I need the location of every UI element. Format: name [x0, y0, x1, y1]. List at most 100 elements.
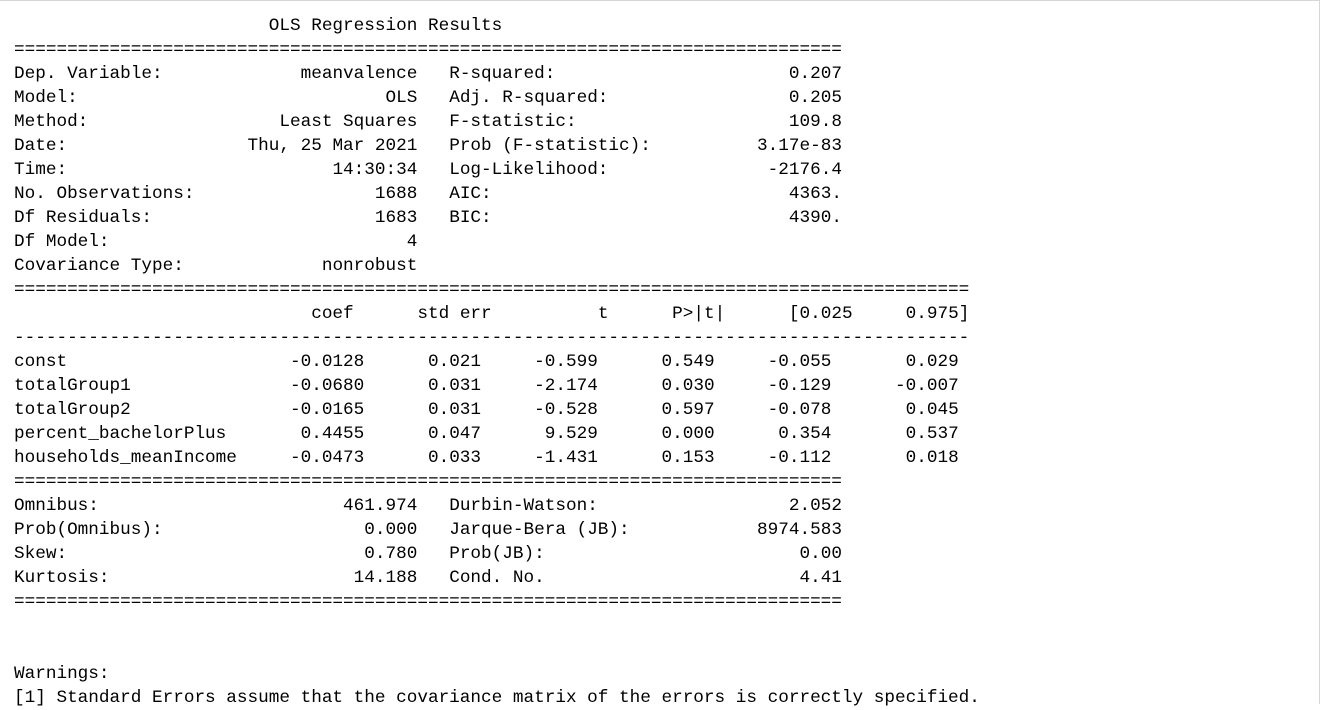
header-left-value: Least Squares	[226, 112, 418, 132]
header-left-label: Model:	[14, 88, 227, 108]
coef-value: -0.007	[831, 376, 959, 396]
output-frame-top-border	[0, 0, 1320, 1]
diagnostic-right-value: 2.052	[661, 496, 842, 516]
coef-value: 0.029	[831, 352, 959, 372]
column-gap	[417, 88, 449, 108]
coef-value: 0.047	[364, 424, 482, 444]
column-gap	[417, 160, 449, 180]
coef-row: households_meanIncome -0.0473 0.033 -1.4…	[14, 446, 980, 470]
coef-column-header: t	[491, 304, 609, 324]
diagnostic-row: Skew: 0.780 Prob(JB): 0.00	[14, 542, 980, 566]
coef-value: 0.000	[597, 424, 715, 444]
coef-value: -0.0680	[279, 376, 365, 396]
header-row: No. Observations: 1688 AIC: 4363.	[14, 182, 980, 206]
column-gap	[417, 136, 449, 156]
coef-column-header: [0.025	[788, 304, 853, 324]
title-padding	[14, 16, 269, 36]
ols-summary-output: OLS Regression Results ==================…	[14, 14, 980, 710]
coef-value: 0.018	[831, 448, 959, 468]
header-right-label: Adj. R-squared:	[449, 88, 662, 108]
header-row: Model: OLS Adj. R-squared: 0.205	[14, 86, 980, 110]
coef-row: percent_bachelorPlus 0.4455 0.047 9.529 …	[14, 422, 980, 446]
diagnostic-left-value: 0.780	[226, 544, 418, 564]
coef-variable-name: percent_bachelorPlus	[14, 424, 280, 444]
coef-value: -0.078	[714, 400, 832, 420]
coef-column-header: P>|t|	[608, 304, 726, 324]
diagnostic-row: Prob(Omnibus): 0.000 Jarque-Bera (JB): 8…	[14, 518, 980, 542]
coef-column-header: 0.975]	[852, 304, 970, 324]
header-right-value: -2176.4	[661, 160, 842, 180]
separator-diagnostic-bottom: ========================================…	[14, 592, 842, 612]
coef-value: 0.354	[714, 424, 832, 444]
diagnostic-right-label: Prob(JB):	[449, 544, 662, 564]
coef-value: 0.597	[597, 400, 715, 420]
header-right-value	[662, 232, 842, 252]
header-row: Df Model: 4	[14, 230, 980, 254]
column-gap	[417, 544, 449, 564]
diagnostic-left-value: 461.974	[226, 496, 418, 516]
header-left-label: Dep. Variable:	[14, 64, 227, 84]
title-line: OLS Regression Results	[14, 14, 980, 38]
coef-value: 0.030	[597, 376, 715, 396]
header-right-label: BIC:	[449, 208, 662, 228]
header-right-label: Log-Likelihood:	[449, 160, 662, 180]
column-gap	[364, 304, 417, 324]
column-gap	[417, 112, 449, 132]
coef-variable-name: totalGroup2	[14, 400, 280, 420]
blank-line	[14, 614, 980, 638]
header-right-value	[662, 256, 842, 276]
header-left-label: Df Model:	[14, 232, 227, 252]
diagnostic-left-label: Kurtosis:	[14, 568, 227, 588]
coef-name-column-spacer	[14, 304, 311, 324]
summary-title: OLS Regression Results	[268, 16, 503, 36]
coef-value: 0.031	[364, 376, 482, 396]
column-gap	[417, 232, 449, 252]
diagnostic-right-value: 4.41	[661, 568, 842, 588]
separator-header-top: ========================================…	[14, 40, 842, 60]
header-right-label	[449, 232, 661, 252]
separator-coef-top: ========================================…	[14, 280, 970, 300]
header-left-value: 1688	[226, 184, 418, 204]
column-gap	[417, 64, 449, 84]
coef-row: totalGroup2 -0.0165 0.031 -0.528 0.597 -…	[14, 398, 980, 422]
diagnostic-right-label: Durbin-Watson:	[449, 496, 662, 516]
diagnostic-left-label: Skew:	[14, 544, 227, 564]
separator-coef-header: ----------------------------------------…	[14, 328, 970, 348]
coef-value: -0.112	[714, 448, 832, 468]
header-row: Covariance Type: nonrobust	[14, 254, 980, 278]
diagnostic-right-label: Cond. No.	[449, 568, 662, 588]
column-gap	[417, 208, 449, 228]
header-left-label: Method:	[14, 112, 227, 132]
header-right-value: 0.207	[661, 64, 842, 84]
header-left-value: nonrobust	[226, 256, 418, 276]
coef-variable-name: households_meanIncome	[14, 448, 280, 468]
header-row: Date: Thu, 25 Mar 2021 Prob (F-statistic…	[14, 134, 980, 158]
header-left-label: Date:	[14, 136, 227, 156]
coef-row: totalGroup1 -0.0680 0.031 -2.174 0.030 -…	[14, 374, 980, 398]
coef-value: 0.153	[597, 448, 715, 468]
header-left-value: meanvalence	[226, 64, 418, 84]
coef-value: -0.0128	[279, 352, 365, 372]
header-right-label: Prob (F-statistic):	[449, 136, 662, 156]
header-left-label: Time:	[14, 160, 227, 180]
coef-value: 9.529	[481, 424, 598, 444]
coef-value: -1.431	[481, 448, 598, 468]
column-gap	[417, 256, 449, 276]
coef-value: -0.599	[481, 352, 598, 372]
header-left-value: 14:30:34	[226, 160, 418, 180]
column-gap	[417, 496, 449, 516]
coef-value: 0.031	[364, 400, 482, 420]
diagnostic-left-value: 0.000	[226, 520, 418, 540]
coef-value: -0.129	[714, 376, 832, 396]
column-gap	[417, 568, 449, 588]
header-row: Time: 14:30:34 Log-Likelihood: -2176.4	[14, 158, 980, 182]
header-left-label: No. Observations:	[14, 184, 227, 204]
coef-column-header: coef	[311, 304, 365, 324]
coef-row: const -0.0128 0.021 -0.599 0.549 -0.055 …	[14, 350, 980, 374]
diagnostic-left-value: 14.188	[226, 568, 418, 588]
coef-value: 0.033	[364, 448, 482, 468]
separator-coef-bottom: ========================================…	[14, 472, 842, 492]
header-left-value: 4	[226, 232, 418, 252]
coef-value: -0.0165	[279, 400, 365, 420]
header-right-value: 4390.	[661, 208, 842, 228]
